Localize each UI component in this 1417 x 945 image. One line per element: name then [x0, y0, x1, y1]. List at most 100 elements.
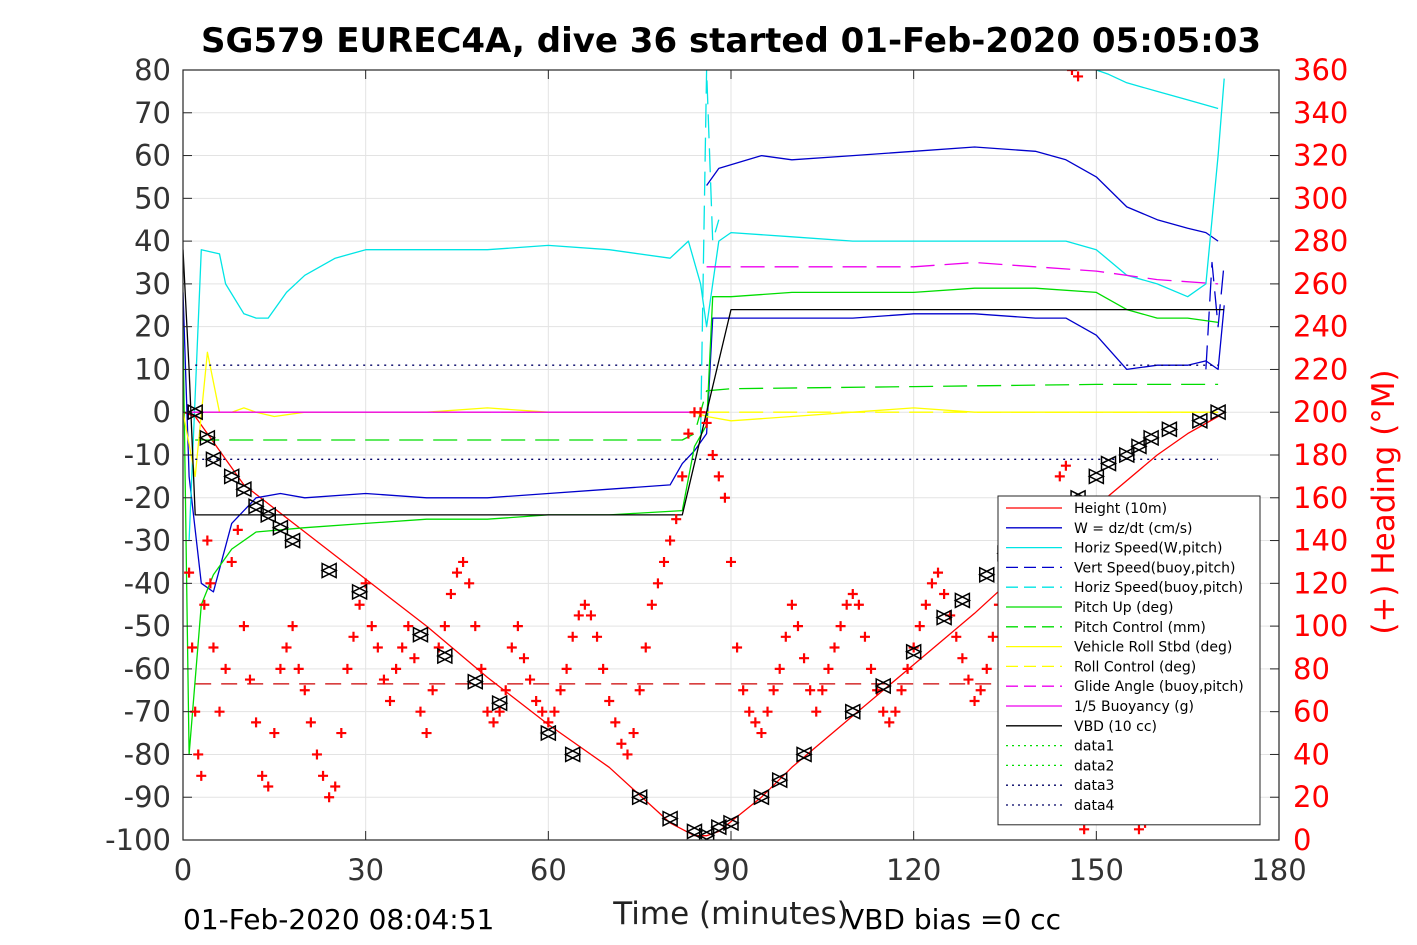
legend-entry: Pitch Control (mm) — [1074, 620, 1206, 636]
heading-point — [214, 706, 225, 717]
heading-point — [336, 728, 347, 739]
heading-point — [512, 621, 523, 632]
height-marker-left — [1099, 455, 1117, 472]
series-line-4 — [1096, 70, 1219, 110]
axis-ticks: 0 30 60 90 120 150 18080706050403020100-10-20-… — [105, 53, 1348, 887]
y-tick-label: 40 — [134, 224, 171, 258]
legend-entry: Height (10m) — [1074, 501, 1167, 517]
y2-tick-label: 340 — [1293, 96, 1348, 130]
y2-tick-label: 100 — [1293, 609, 1348, 643]
y2-tick-label: 280 — [1293, 224, 1348, 258]
height-marker-left — [1118, 446, 1135, 464]
heading-point — [205, 578, 216, 589]
heading-point — [299, 685, 310, 696]
height-marker-left — [978, 566, 995, 583]
height-marker-left — [953, 592, 971, 609]
heading-point — [890, 706, 901, 717]
heading-point — [226, 556, 237, 567]
heading-point — [1066, 70, 1077, 75]
heading-point — [914, 621, 925, 632]
y2-tick-label: 60 — [1293, 695, 1330, 729]
heading-point — [750, 717, 761, 728]
series-line-11 — [706, 261, 1219, 285]
heading-point — [232, 524, 243, 535]
heading-point — [415, 706, 426, 717]
heading-point — [238, 621, 249, 632]
heading-point — [385, 695, 396, 706]
heading-point — [409, 653, 420, 664]
footer-timestamp: 01-Feb-2020 08:04:51 — [183, 903, 494, 936]
heading-point — [525, 674, 536, 685]
heading-point — [1133, 824, 1144, 835]
y2-tick-label: 80 — [1293, 652, 1330, 686]
heading-point — [951, 631, 962, 642]
y-tick-label: 70 — [134, 96, 171, 130]
y-tick-label: -60 — [124, 652, 171, 686]
height-marker-left — [697, 827, 715, 840]
heading-point — [555, 685, 566, 696]
height-marker-left — [198, 429, 216, 447]
heading-point — [494, 706, 505, 717]
heading-point — [354, 599, 365, 610]
heading-point — [926, 578, 937, 589]
heading-point — [366, 621, 377, 632]
heading-point — [305, 717, 316, 728]
height-marker-left — [771, 771, 788, 789]
heading-point — [592, 631, 603, 642]
legend-entry: data2 — [1074, 758, 1114, 774]
heading-point — [896, 685, 907, 696]
heading-point — [1079, 824, 1090, 835]
y-tick-label: 0 — [153, 395, 171, 429]
heading-point — [981, 663, 992, 674]
heading-point — [756, 728, 767, 739]
heading-point — [318, 770, 329, 781]
heading-point — [768, 685, 779, 696]
height-marker-left — [844, 703, 861, 720]
heading-point — [433, 642, 444, 653]
legend-box — [997, 495, 1261, 826]
y-tick-label: 50 — [134, 181, 171, 215]
height-marker-left — [874, 677, 891, 695]
x-tick-label: 180 — [1251, 853, 1306, 887]
height-marker-left — [247, 498, 264, 515]
x-tick-label: 0 — [174, 853, 192, 887]
heading-point — [1054, 471, 1065, 482]
y2-axis-label: (+) Heading (°M) — [1366, 369, 1402, 634]
heading-point — [543, 717, 554, 728]
height-marker-left — [1209, 404, 1226, 421]
y-tick-label: -40 — [124, 566, 171, 600]
heading-point — [622, 749, 633, 760]
heading-point — [902, 663, 913, 674]
x-axis-label: Time (minutes) — [612, 896, 848, 932]
height-marker-left — [1191, 412, 1208, 429]
y-tick-label: 30 — [134, 267, 171, 301]
height-marker-left — [350, 583, 368, 601]
heading-point — [665, 535, 676, 546]
heading-point — [780, 631, 791, 642]
heading-point — [853, 599, 864, 610]
legend-entry: W = dz/dt (cm/s) — [1074, 521, 1193, 537]
heading-point — [330, 781, 341, 792]
height-marker-left — [710, 818, 727, 836]
height-marker-left — [466, 673, 484, 690]
footer-vbd-bias: VBD bias =0 cc — [845, 903, 1061, 936]
legend-entry: data1 — [1074, 739, 1114, 755]
height-marker-left — [685, 823, 703, 840]
heading-point — [963, 674, 974, 685]
heading-point — [829, 642, 840, 653]
heading-point — [707, 450, 718, 460]
y-tick-label: -30 — [124, 524, 171, 558]
y2-tick-label: 20 — [1293, 780, 1330, 814]
heading-point — [567, 631, 578, 642]
series-line-5 — [1205, 261, 1225, 370]
heading-point — [811, 706, 822, 717]
heading-point — [391, 663, 402, 674]
height-marker-left — [935, 609, 952, 626]
heading-point — [616, 738, 627, 749]
height-marker-left — [1087, 468, 1105, 485]
height-marker-left — [661, 810, 678, 827]
heading-point — [975, 685, 986, 696]
heading-point — [445, 589, 456, 600]
heading-point — [263, 781, 274, 792]
heading-point — [439, 621, 450, 632]
